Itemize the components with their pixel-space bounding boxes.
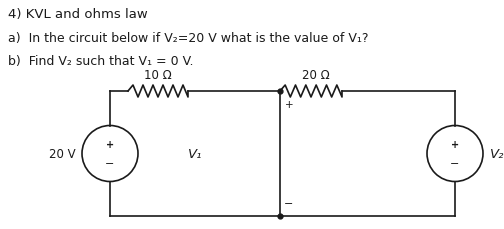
Text: 10 Ω: 10 Ω bbox=[144, 69, 172, 82]
Text: V₂: V₂ bbox=[490, 147, 504, 160]
Text: +: + bbox=[106, 139, 114, 149]
Text: −: − bbox=[450, 159, 460, 169]
Text: 20 Ω: 20 Ω bbox=[302, 69, 330, 82]
Text: −: − bbox=[105, 159, 115, 169]
Text: 20 V: 20 V bbox=[49, 147, 76, 160]
Text: +: + bbox=[451, 139, 459, 149]
Text: b)  Find V₂ such that V₁ = 0 V.: b) Find V₂ such that V₁ = 0 V. bbox=[8, 55, 194, 68]
Text: +: + bbox=[285, 100, 293, 109]
Text: 4) KVL and ohms law: 4) KVL and ohms law bbox=[8, 8, 148, 21]
Text: V₁: V₁ bbox=[188, 147, 202, 160]
Text: a)  In the circuit below if V₂=20 V what is the value of V₁?: a) In the circuit below if V₂=20 V what … bbox=[8, 32, 368, 45]
Text: −: − bbox=[284, 198, 294, 208]
